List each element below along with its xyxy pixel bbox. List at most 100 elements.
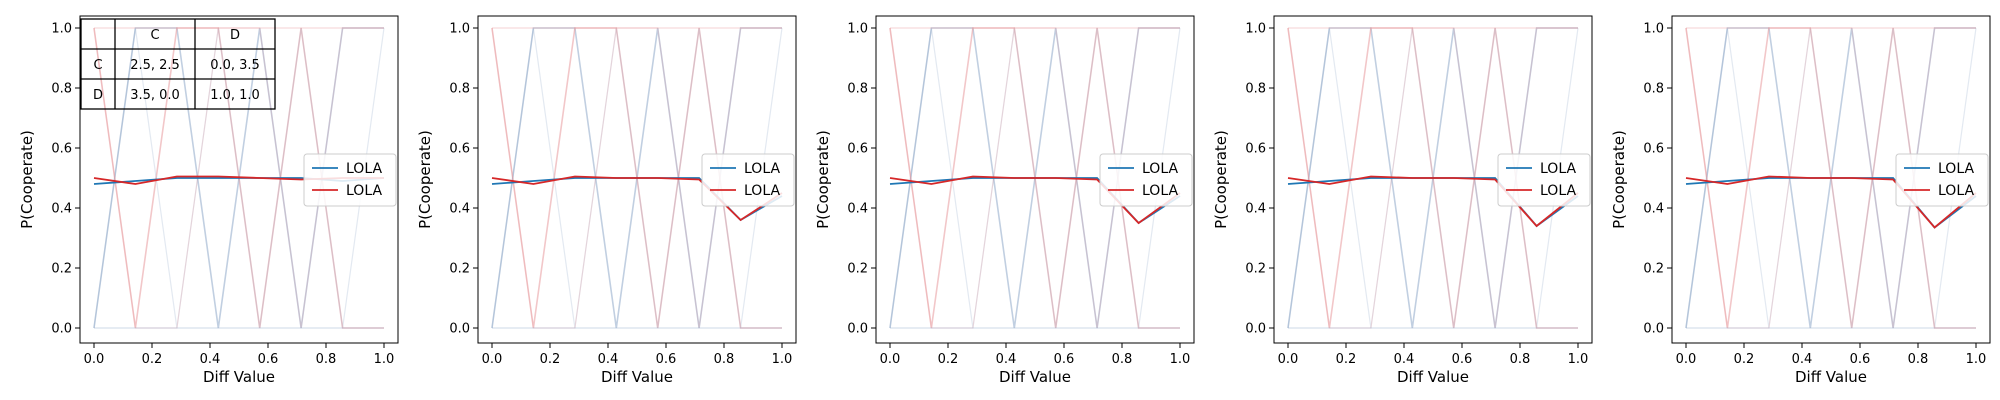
series-line-red: [1685, 175, 1977, 229]
payoff-cell: C: [93, 58, 102, 73]
bg-red-trace-faint: [1287, 27, 1578, 329]
x-tick-label: 0.2: [938, 352, 959, 367]
x-tick-label: 1.0: [772, 352, 793, 367]
legend-box: [701, 153, 795, 207]
y-tick-label: 1.0: [1245, 22, 1266, 37]
x-axis-label: Diff Value: [601, 368, 673, 386]
chart-panel: 0.0 0.2 0.4 0.6 0.8 1.0 0.0 0.2 0.4 0.6 0.8 1.0 Diff…: [1212, 15, 1593, 386]
y-axis-label: P(Cooperate): [814, 130, 832, 229]
x-tick-label: 0.2: [1336, 352, 1357, 367]
x-tick-label: 0.8: [1112, 352, 1133, 367]
x-tick-label: 0.4: [1792, 352, 1813, 367]
axes-frame: [79, 15, 399, 344]
y-tick-label: 1.0: [449, 22, 470, 37]
x-tick-label: 0.6: [656, 352, 677, 367]
series-line-red: [1287, 175, 1579, 228]
x-tick-label: 0.0: [1676, 352, 1697, 367]
legend-box: [1497, 153, 1591, 207]
y-tick-label: 0.0: [51, 322, 72, 337]
chart-panel: 0.0 0.2 0.4 0.6 0.8 1.0 0.0 0.2 0.4 0.6 0.8 1.0 Diff…: [1610, 15, 1991, 386]
x-tick-label: 0.8: [1510, 352, 1531, 367]
y-tick-label: 0.6: [847, 142, 868, 157]
legend-entry: LOLA: [1540, 161, 1576, 177]
y-tick-label: 0.6: [51, 142, 72, 157]
y-tick-label: 0.4: [1245, 202, 1266, 217]
x-tick-label: 0.0: [880, 352, 901, 367]
chart-panel: 0.0 0.2 0.4 0.6 0.8 1.0 0.0 0.2 0.4 0.6 0.8 1.0 Diff…: [18, 15, 399, 386]
y-axis-label: P(Cooperate): [1610, 130, 1628, 229]
y-tick-label: 1.0: [51, 22, 72, 37]
legend-entry: LOLA: [744, 161, 780, 177]
x-tick-label: 0.0: [482, 352, 503, 367]
legend-entry: LOLA: [346, 183, 382, 199]
y-tick-label: 0.8: [51, 82, 72, 97]
payoff-cell: 2.5, 2.5: [130, 58, 180, 73]
y-tick-label: 0.2: [1643, 262, 1664, 277]
y-tick-label: 0.2: [1245, 262, 1266, 277]
chart-panel: 0.0 0.2 0.4 0.6 0.8 1.0 0.0 0.2 0.4 0.6 0.8 1.0 Diff…: [416, 15, 797, 386]
legend-entry: LOLA: [744, 183, 780, 199]
y-tick-label: 0.2: [449, 262, 470, 277]
x-tick-label: 0.8: [1908, 352, 1929, 367]
payoff-table-border: [80, 18, 276, 110]
x-tick-label: 0.6: [258, 352, 279, 367]
plot-area: [491, 27, 783, 329]
legend-entry: LOLA: [1142, 183, 1178, 199]
legend-box: [303, 153, 397, 207]
legend-entry: LOLA: [346, 161, 382, 177]
x-tick-label: 0.8: [316, 352, 337, 367]
y-axis-label: P(Cooperate): [416, 130, 434, 229]
chart-panel: 0.0 0.2 0.4 0.6 0.8 1.0 0.0 0.2 0.4 0.6 0.8 1.0 Diff…: [814, 15, 1195, 386]
x-axis-label: Diff Value: [203, 368, 275, 386]
y-tick-label: 0.8: [449, 82, 470, 97]
plot-area: [889, 27, 1181, 329]
y-axis-label: P(Cooperate): [1212, 130, 1230, 229]
y-axis-label: P(Cooperate): [18, 130, 36, 229]
x-tick-label: 0.2: [1734, 352, 1755, 367]
x-tick-label: 0.4: [1394, 352, 1415, 367]
plot-area: [1287, 27, 1579, 329]
x-axis-label: Diff Value: [1397, 368, 1469, 386]
y-tick-label: 0.8: [847, 82, 868, 97]
legend-box: [1099, 153, 1193, 207]
y-tick-label: 0.0: [1245, 322, 1266, 337]
x-tick-label: 0.4: [598, 352, 619, 367]
bg-red-trace-faint: [889, 27, 1180, 329]
payoff-cell: D: [230, 28, 240, 43]
y-tick-label: 0.6: [449, 142, 470, 157]
y-tick-label: 0.0: [449, 322, 470, 337]
x-axis-label: Diff Value: [1795, 368, 1867, 386]
x-tick-label: 0.2: [540, 352, 561, 367]
axes-frame: [477, 15, 797, 344]
y-tick-label: 1.0: [1643, 22, 1664, 37]
x-tick-label: 1.0: [1568, 352, 1589, 367]
x-tick-label: 0.4: [200, 352, 221, 367]
legend-entry: LOLA: [1142, 161, 1178, 177]
x-tick-label: 1.0: [374, 352, 395, 367]
legend-entry: LOLA: [1938, 161, 1974, 177]
x-tick-label: 0.0: [1278, 352, 1299, 367]
payoff-cell: C: [150, 28, 159, 43]
y-tick-label: 0.6: [1245, 142, 1266, 157]
axes-frame: [1273, 15, 1593, 344]
plot-area: [1685, 27, 1977, 329]
x-tick-label: 0.6: [1850, 352, 1871, 367]
payoff-cell: 0.0, 3.5: [210, 58, 260, 73]
axes-frame: [1671, 15, 1991, 344]
y-tick-label: 1.0: [847, 22, 868, 37]
y-tick-label: 0.4: [847, 202, 868, 217]
x-tick-label: 1.0: [1966, 352, 1987, 367]
y-tick-label: 0.0: [847, 322, 868, 337]
x-tick-label: 0.2: [142, 352, 163, 367]
payoff-cell: 3.5, 0.0: [130, 88, 180, 103]
y-tick-label: 0.6: [1643, 142, 1664, 157]
x-tick-label: 0.4: [996, 352, 1017, 367]
x-tick-label: 0.8: [714, 352, 735, 367]
plot-area: [93, 27, 385, 329]
y-tick-label: 0.0: [1643, 322, 1664, 337]
series-line-red: [491, 175, 783, 222]
legend-entry: LOLA: [1938, 183, 1974, 199]
y-tick-label: 0.2: [51, 262, 72, 277]
y-tick-label: 0.8: [1643, 82, 1664, 97]
